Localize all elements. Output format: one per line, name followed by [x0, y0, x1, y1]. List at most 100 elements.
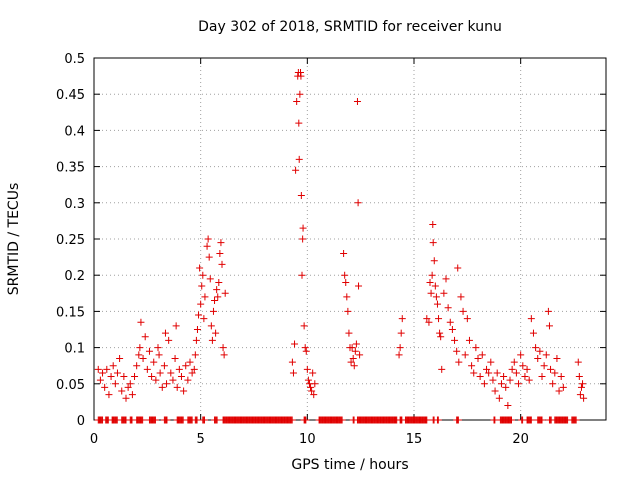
data-point	[538, 416, 546, 424]
y-tick-label: 0.45	[56, 88, 85, 103]
data-point	[296, 90, 304, 98]
y-tick-label: 0	[77, 414, 85, 429]
data-point	[468, 362, 476, 370]
data-point	[186, 358, 194, 366]
data-point	[545, 322, 553, 330]
axis-ticks: 0 0.05 0.1 0.15 0.2 0.25 0.3 0.35 0.4 0.45 0.5 0 5 10…	[56, 52, 606, 447]
x-tick-label: 20	[512, 432, 529, 447]
data-point	[128, 391, 136, 399]
data-point	[200, 315, 208, 323]
data-point	[152, 376, 160, 384]
data-point	[126, 380, 134, 388]
data-point	[555, 387, 563, 395]
data-point	[428, 271, 436, 279]
data-point	[437, 333, 445, 341]
data-points	[94, 68, 588, 424]
data-point	[485, 369, 493, 377]
data-point	[139, 416, 147, 424]
data-point	[209, 307, 217, 315]
data-point	[154, 344, 162, 352]
data-point	[163, 416, 171, 424]
data-point	[151, 416, 159, 424]
data-point	[455, 358, 463, 366]
data-point	[205, 253, 213, 261]
data-point	[303, 365, 311, 373]
data-point	[195, 311, 203, 319]
y-tick-label: 0.3	[64, 197, 85, 212]
data-point	[302, 347, 310, 355]
data-point	[527, 315, 535, 323]
data-point	[451, 336, 459, 344]
data-point	[111, 380, 119, 388]
data-point	[99, 369, 107, 377]
data-point	[215, 278, 223, 286]
y-tick-label: 0.05	[56, 378, 85, 393]
data-point	[397, 329, 405, 337]
data-point	[538, 373, 546, 381]
data-point	[141, 333, 149, 341]
data-point	[214, 293, 222, 301]
data-point	[504, 402, 512, 410]
data-point	[158, 383, 166, 391]
data-point	[474, 354, 482, 362]
data-point	[500, 373, 508, 381]
data-point	[470, 369, 478, 377]
data-point	[302, 416, 310, 424]
data-point	[341, 271, 349, 279]
data-point	[444, 304, 452, 312]
data-point	[429, 221, 437, 229]
data-point	[103, 365, 111, 373]
data-point	[580, 394, 588, 402]
data-point	[105, 391, 113, 399]
data-point	[291, 340, 299, 348]
data-point	[208, 336, 216, 344]
data-point	[173, 383, 181, 391]
data-point	[160, 362, 168, 370]
data-point	[342, 278, 350, 286]
x-tick-label: 15	[406, 432, 423, 447]
data-point	[487, 358, 495, 366]
data-point	[344, 307, 352, 315]
data-point	[300, 322, 308, 330]
data-point	[348, 344, 356, 352]
data-point	[427, 289, 435, 297]
data-point	[201, 416, 209, 424]
data-point	[213, 416, 221, 424]
data-point	[463, 315, 471, 323]
data-point	[220, 351, 228, 359]
data-point	[299, 224, 307, 232]
data-point	[432, 293, 440, 301]
data-point	[148, 373, 156, 381]
data-point	[502, 383, 510, 391]
data-point	[124, 383, 132, 391]
data-point	[446, 318, 454, 326]
data-point	[190, 365, 198, 373]
data-point	[579, 380, 587, 388]
data-point	[295, 155, 303, 163]
data-point	[457, 293, 465, 301]
data-point	[107, 373, 115, 381]
y-tick-label: 0.35	[56, 161, 85, 176]
data-point	[553, 354, 561, 362]
data-point	[145, 347, 153, 355]
data-point	[517, 351, 525, 359]
x-axis-label: GPS time / hours	[291, 457, 408, 473]
data-point	[219, 344, 227, 352]
y-tick-label: 0.25	[56, 233, 85, 248]
data-point	[118, 387, 126, 395]
data-point	[198, 282, 206, 290]
data-point	[483, 365, 491, 373]
data-point	[171, 354, 179, 362]
data-point	[540, 362, 548, 370]
data-point	[213, 286, 221, 294]
data-point	[308, 387, 316, 395]
data-point	[440, 289, 448, 297]
data-point	[536, 347, 544, 355]
data-point	[136, 344, 144, 352]
data-point	[534, 354, 542, 362]
data-point	[150, 358, 158, 366]
data-point	[356, 351, 364, 359]
data-point	[155, 351, 163, 359]
data-point	[547, 365, 555, 373]
